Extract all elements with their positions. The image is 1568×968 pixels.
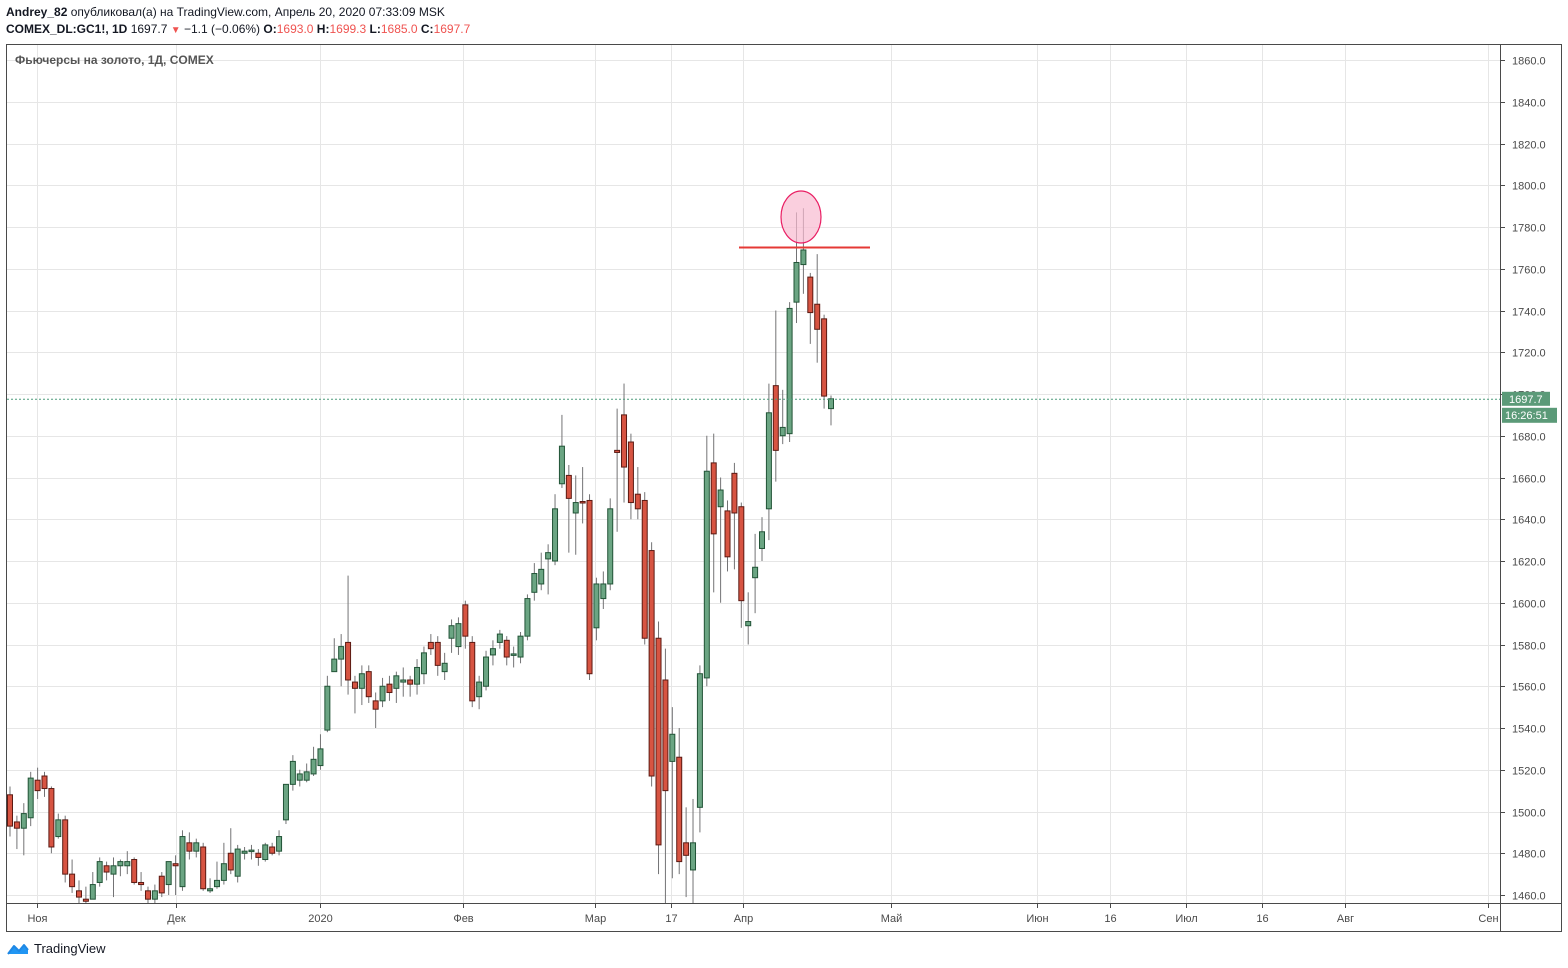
time-tick-label: 17 [665, 913, 677, 925]
price-tick-label: 1520.0 [1512, 766, 1546, 778]
price-tick-label: 1800.0 [1512, 181, 1546, 193]
price-tick-label: 1540.0 [1512, 724, 1546, 736]
time-tick-label: Дек [167, 913, 186, 925]
time-tick-label: Ноя [27, 913, 47, 925]
time-tick-label: Апр [734, 913, 753, 925]
price-axis[interactable]: 1460.0 1480.0 1500.0 1520.0 1540.0 1560.0 1580… [1500, 56, 1546, 903]
price-tick-label: 1860.0 [1512, 56, 1546, 68]
price-tick-label: 1620.0 [1512, 557, 1546, 569]
low-label: L: [369, 22, 381, 36]
price-tick-label: 1580.0 [1512, 641, 1546, 653]
symbol-label: COMEX_DL:GC1!, 1D [6, 22, 128, 36]
candles [7, 208, 834, 903]
chart-frame [6, 44, 1562, 932]
annotations[interactable] [739, 190, 870, 249]
price-tick-label: 1660.0 [1512, 474, 1546, 486]
close-label: C: [420, 22, 434, 36]
price-tick-label: 1640.0 [1512, 515, 1546, 527]
price-tick-label: 1480.0 [1512, 849, 1546, 861]
countdown-badge [1502, 407, 1557, 423]
open-value: 1693.0 [276, 22, 314, 36]
time-axis[interactable]: Ноя Дек 2020 Фев Мар 17 Апр Май Июн 16 Июл 16 Авг Сен [27, 903, 1499, 925]
symbol-info: COMEX_DL:GC1!, 1D 1697.7 ▼ −1.1 (−0.06%)… [6, 22, 470, 36]
close-value: 1697.7 [433, 22, 471, 36]
time-tick-label: Мар [585, 913, 607, 925]
price-change: −1.1 (−0.06%) [184, 22, 261, 36]
published-text: опубликовал(а) на TradingView.com, Апрел… [70, 5, 445, 19]
last-price-badge [1502, 391, 1550, 406]
open-label: O: [263, 22, 277, 36]
tradingview-cloud-icon [7, 943, 29, 955]
ellipse-annotation[interactable] [780, 190, 822, 244]
author-name[interactable]: Andrey_82 [6, 5, 68, 19]
price-tick-label: 1740.0 [1512, 307, 1546, 319]
high-label: H: [316, 22, 330, 36]
chart-title: Фьючерсы на золото, 1Д, COMEX [15, 53, 214, 67]
time-tick-label: 16 [1256, 913, 1268, 925]
high-value: 1699.3 [329, 22, 367, 36]
time-tick-label: Май [881, 913, 903, 925]
price-tick-label: 1560.0 [1512, 682, 1546, 694]
countdown-badge-text: 16:26:51 [1505, 410, 1548, 422]
time-tick-label: 2020 [308, 913, 332, 925]
time-tick-label: 16 [1104, 913, 1116, 925]
price-tick-label: 1600.0 [1512, 599, 1546, 611]
price-tick-label: 1760.0 [1512, 265, 1546, 277]
down-arrow-icon: ▼ [170, 25, 181, 36]
time-tick-label: Июл [1175, 913, 1197, 925]
time-tick-label: Сен [1478, 913, 1498, 925]
grid-lines [7, 45, 1500, 903]
price-tick-label: 1460.0 [1512, 891, 1546, 903]
price-tick-label: 1680.0 [1512, 432, 1546, 444]
last-price: 1697.7 [130, 22, 168, 36]
publish-info: Andrey_82 опубликовал(а) на TradingView.… [6, 5, 445, 19]
price-tick-label: 1720.0 [1512, 348, 1546, 360]
time-tick-label: Июн [1026, 913, 1048, 925]
time-tick-label: Фев [453, 913, 473, 925]
price-tick-label: 1840.0 [1512, 98, 1546, 110]
price-tick-label: 1820.0 [1512, 140, 1546, 152]
low-value: 1685.0 [380, 22, 418, 36]
price-tick-label: 1780.0 [1512, 223, 1546, 235]
tradingview-logo[interactable]: TradingView [6, 941, 106, 956]
last-price-badge-text: 1697.7 [1509, 394, 1543, 406]
brand-name: TradingView [34, 941, 106, 956]
price-tick-label: 1500.0 [1512, 808, 1546, 820]
time-tick-label: Авг [1337, 913, 1354, 925]
